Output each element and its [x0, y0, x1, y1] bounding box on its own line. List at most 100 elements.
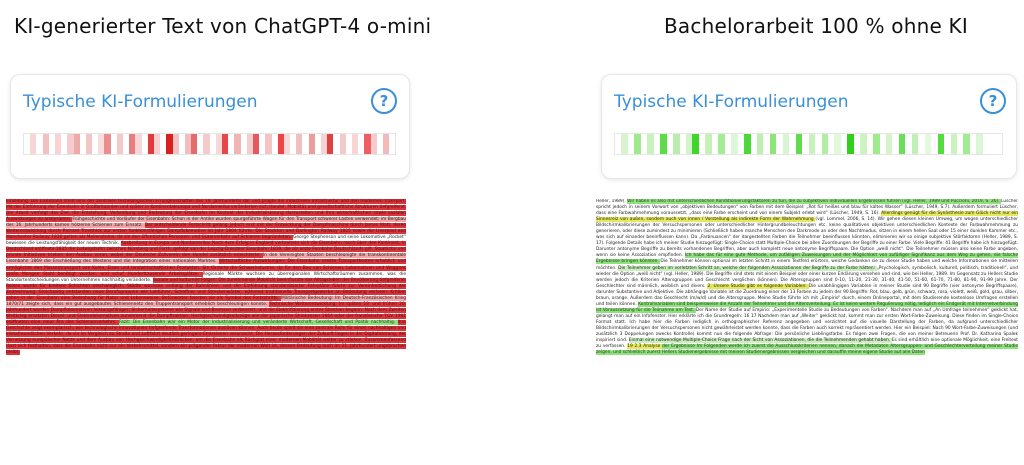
- text-segment: Die Teilnehmer können optional im letzte…: [596, 259, 1018, 271]
- heat-cell: [789, 134, 796, 154]
- heat-cell: [358, 134, 365, 154]
- text-segment: Regionale Märkte wuchsen zu überregional…: [6, 271, 406, 283]
- heat-cell: [61, 134, 68, 154]
- heat-cell: [321, 134, 328, 154]
- heat-cell: [879, 134, 887, 154]
- heat-cell: [240, 134, 247, 154]
- heat-cell: [886, 134, 893, 154]
- heat-cell: [860, 134, 867, 154]
- text-segment: Die unabhängigen Variablen in meiner Stu…: [596, 283, 1018, 307]
- heat-cell: [763, 134, 770, 154]
- heat-cell: [621, 134, 628, 154]
- heat-cell: [228, 134, 235, 154]
- heat-cell: [731, 134, 738, 154]
- heat-cell: [647, 134, 654, 154]
- text-segment: George Stephenson und seine Lokomotive „…: [6, 235, 406, 247]
- heat-cell: [42, 134, 49, 154]
- heat-cell: [821, 134, 828, 154]
- heat-cell: [673, 134, 680, 154]
- heat-cell: [370, 134, 377, 154]
- heat-cell: [660, 134, 667, 154]
- heat-cell: [924, 134, 932, 154]
- text-segment: In den Vereinigten Staaten beschleunigte…: [6, 253, 406, 265]
- heat-cell: [705, 134, 712, 154]
- heat-cell: [815, 134, 822, 154]
- heat-cell: [246, 134, 253, 154]
- heat-cell: [969, 134, 977, 154]
- heat-cell: [160, 134, 167, 154]
- help-icon[interactable]: ?: [980, 88, 1006, 114]
- left-heatmap-strip: [23, 133, 396, 155]
- heat-cell: [808, 134, 816, 154]
- heat-cell: [92, 134, 99, 154]
- heat-cell: [104, 134, 111, 154]
- heat-cell: [692, 134, 699, 154]
- heat-cell: [222, 134, 229, 154]
- heat-cell: [776, 134, 783, 154]
- heat-cell: [847, 134, 854, 154]
- heat-cell: [976, 134, 983, 154]
- left-card-heading: Typische KI-Formulierungen: [23, 92, 258, 112]
- heat-cell: [982, 134, 990, 154]
- heat-cell: [685, 134, 693, 154]
- heat-cell: [963, 134, 970, 154]
- heat-cell: [308, 134, 315, 154]
- heat-cell: [827, 134, 835, 154]
- text-segment: Militärische Bedeutung: Im Deutsch-Franz…: [6, 295, 406, 307]
- heat-cell: [339, 134, 346, 154]
- heat-cell: [944, 134, 951, 154]
- heat-cell: [931, 134, 938, 154]
- heat-cell: [769, 134, 777, 154]
- heat-cell: [85, 134, 93, 154]
- heat-cell: [116, 134, 123, 154]
- heat-cell: [666, 134, 674, 154]
- heat-cell: [178, 134, 185, 154]
- heat-cell: [234, 134, 241, 154]
- heat-cell: [36, 134, 43, 154]
- right-heatmap-strip: [614, 133, 1003, 155]
- help-icon[interactable]: ?: [371, 88, 397, 114]
- heat-cell: [364, 134, 371, 154]
- heat-cell: [744, 134, 751, 154]
- heat-cell: [98, 134, 105, 154]
- heat-cell: [950, 134, 958, 154]
- heat-cell: [756, 134, 764, 154]
- heat-cell: [873, 134, 880, 154]
- heat-cell: [905, 134, 912, 154]
- text-segment: „Psychologisch, symbolisch, kulturell, p…: [596, 265, 1018, 289]
- heat-cell: [79, 134, 86, 154]
- heat-cell: [795, 134, 803, 154]
- heat-cell: [215, 134, 222, 154]
- text-segment: Es sind erhältlich eine optionale Möglic…: [596, 338, 1018, 350]
- heat-cell: [718, 134, 725, 154]
- heat-cell: [67, 134, 74, 154]
- right-highlighted-document: Heller, 1989). Wir haben es also mit unt…: [596, 199, 1018, 459]
- heat-cell: [937, 134, 945, 154]
- heat-cell: [345, 134, 352, 154]
- heat-cell: [197, 134, 204, 154]
- heat-cell: [327, 134, 334, 154]
- heat-cell: [737, 134, 745, 154]
- heat-cell: [141, 134, 148, 154]
- heat-cell: [277, 134, 284, 154]
- heat-cell: [184, 134, 192, 154]
- heat-cell: [898, 134, 906, 154]
- text-segment: Lüscher spricht jedoch in seinem Vorwort…: [596, 199, 1018, 217]
- text-segment: (vgl. Lommel, 2006, S. 14). Wir gehen di…: [596, 217, 1018, 259]
- right-ai-phrases-card: Typische KI-Formulierungen ?: [601, 74, 1017, 179]
- heat-cell: [840, 134, 848, 154]
- heat-cell: [750, 134, 757, 154]
- heat-cell: [54, 134, 62, 154]
- heat-cell: [30, 134, 37, 154]
- heat-cell: [389, 134, 396, 154]
- heat-cell: [711, 134, 719, 154]
- heat-cell: [892, 134, 899, 154]
- heat-cell: [209, 134, 216, 154]
- heat-cell: [259, 134, 266, 154]
- right-panel-title: Bachelorarbeit 100 % ohne KI: [664, 14, 968, 38]
- text-segment: 19 2.3 Analyse: [627, 344, 663, 350]
- heat-cell: [290, 134, 297, 154]
- heat-cell: [172, 134, 179, 154]
- heat-cell: [782, 134, 790, 154]
- text-segment: Ihre Geschichte zeigt exemplarisch, wie …: [6, 319, 406, 356]
